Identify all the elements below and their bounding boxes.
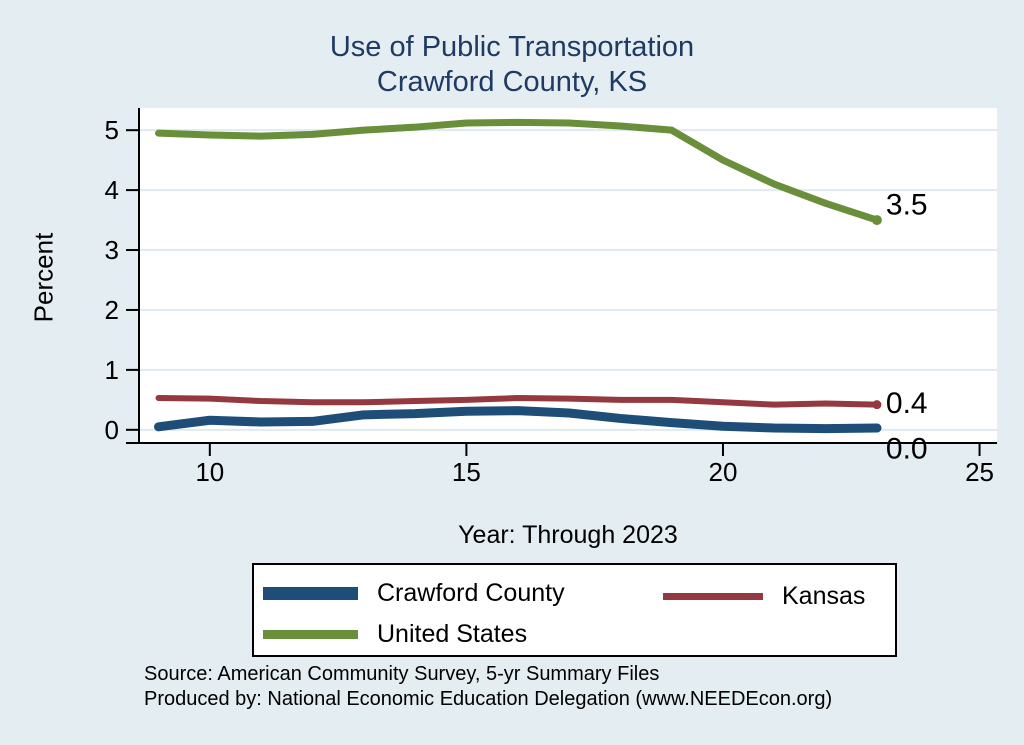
series-end-dot xyxy=(872,400,882,410)
source-note: Source: American Community Survey, 5-yr … xyxy=(144,662,1004,712)
y-axis-title: Percent xyxy=(28,232,59,323)
series-end-label: 0.0 xyxy=(886,433,928,466)
produced-by-line: Produced by: National Economic Education… xyxy=(144,688,833,710)
series-line-united-states xyxy=(155,118,881,224)
x-axis-title: Year: Through 2023 xyxy=(458,521,678,549)
legend-swatch-crawford-county xyxy=(263,587,358,600)
series-end-label: 0.4 xyxy=(886,387,928,420)
series-end-dot xyxy=(872,423,882,433)
legend-swatch-kansas xyxy=(663,593,763,600)
y-tick-label: 2 xyxy=(105,295,119,325)
legend-item-united-states: United States xyxy=(263,620,527,649)
legend-item-kansas: Kansas xyxy=(663,582,865,611)
legend: Crawford County Kansas United States xyxy=(252,563,897,657)
legend-label-kansas: Kansas xyxy=(782,582,866,610)
x-tick-label: 15 xyxy=(452,457,481,487)
legend-label-crawford-county: Crawford County xyxy=(377,579,565,607)
chart-title-line1: Use of Public Transportation xyxy=(329,31,695,63)
y-tick-label: 1 xyxy=(105,355,119,385)
series-line-kansas xyxy=(155,395,880,408)
x-tick-label: 25 xyxy=(965,457,994,487)
legend-label-united-states: United States xyxy=(377,620,528,648)
y-tick-label: 0 xyxy=(105,415,119,445)
plot-background xyxy=(139,108,997,443)
chart-title-line2: Crawford County, KS xyxy=(376,66,648,98)
series-line-crawford-county xyxy=(154,406,882,434)
legend-swatch-united-states xyxy=(263,630,358,639)
y-tick-label: 4 xyxy=(105,175,119,205)
y-tick-label: 5 xyxy=(105,115,119,145)
x-tick-label: 10 xyxy=(195,457,224,487)
legend-item-crawford-county: Crawford County xyxy=(263,579,565,608)
series-end-label: 3.5 xyxy=(886,189,928,222)
y-tick-label: 3 xyxy=(105,235,119,265)
series-end-dot xyxy=(871,215,882,226)
source-line: Source: American Community Survey, 5-yr … xyxy=(144,663,660,685)
x-tick-label: 20 xyxy=(709,457,738,487)
chart-title: Use of Public Transportation Crawford Co… xyxy=(0,30,1024,100)
